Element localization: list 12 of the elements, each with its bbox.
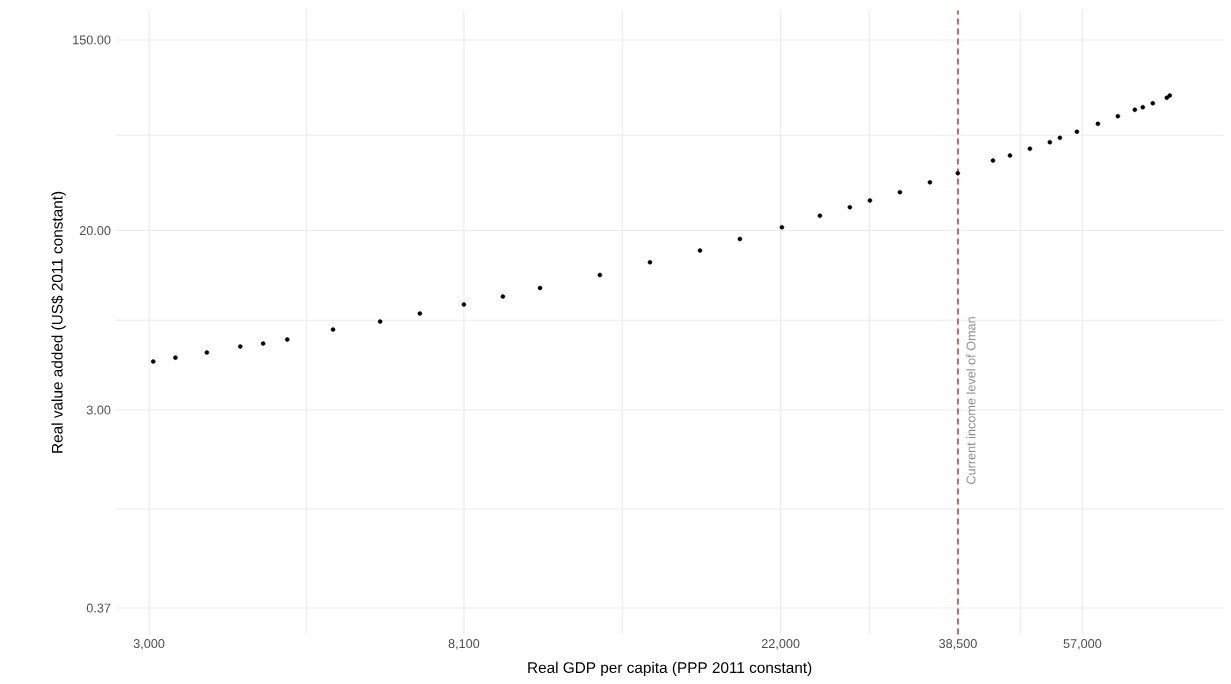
ref-line-label: Current income level of Oman <box>966 317 976 484</box>
x-tick-label: 57,000 <box>1063 639 1102 650</box>
x-tick-label: 3,000 <box>133 639 165 650</box>
x-tick-label: 38,500 <box>939 639 977 650</box>
x-tick-label: 22,000 <box>761 639 800 650</box>
y-tick-label: 150.00 <box>73 35 111 45</box>
x-axis-title: Real GDP per capita (PPP 2011 constant) <box>528 661 812 677</box>
y-axis-title: Real value added (US$ 2011 constant) <box>51 191 66 453</box>
y-tick-label: 0.37 <box>86 603 111 613</box>
y-tick-label: 3.00 <box>86 405 111 415</box>
y-tick-label: 20.00 <box>79 226 111 236</box>
x-tick-label: 8,100 <box>448 639 480 650</box>
